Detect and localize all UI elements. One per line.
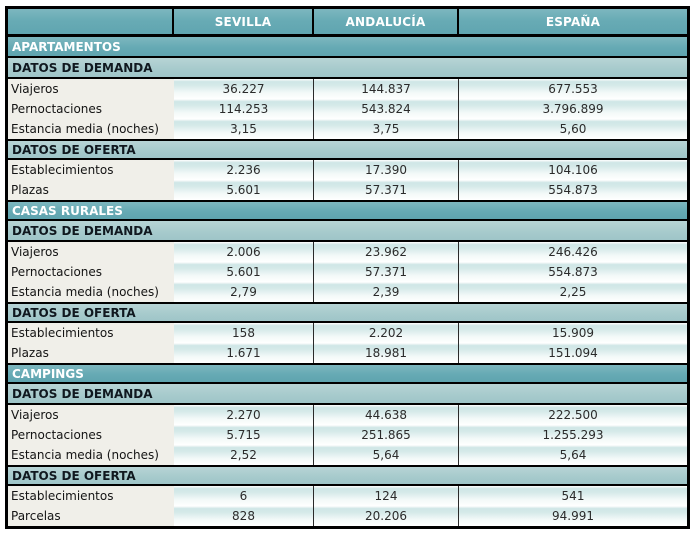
table-row: Estancia media (noches) 3,15 3,75 5,60 [8,119,687,139]
value-cell: 5.715 [174,425,314,445]
table-row: Parcelas 828 20.206 94.991 [8,506,687,526]
table-row: Establecimientos 6 124 541 [8,486,687,506]
value-cell: 2,79 [174,282,314,302]
value-cell: 18.981 [314,343,459,363]
section-header-casas-rurales: CASAS RURALES [8,200,687,221]
table-row: Estancia media (noches) 2,79 2,39 2,25 [8,282,687,302]
row-label: Viajeros [8,405,174,425]
value-cell: 246.426 [459,242,687,262]
value-cell: 5,64 [459,445,687,465]
row-label: Pernoctaciones [8,262,174,282]
value-cell: 1.671 [174,343,314,363]
value-cell: 104.106 [459,160,687,180]
value-cell: 3.796.899 [459,99,687,119]
table-row: Estancia media (noches) 2,52 5,64 5,64 [8,445,687,465]
value-cell: 36.227 [174,79,314,99]
table-row: Plazas 1.671 18.981 151.094 [8,343,687,363]
value-cell: 554.873 [459,180,687,200]
value-cell: 2.236 [174,160,314,180]
value-cell: 5.601 [174,180,314,200]
table-row: Establecimientos 158 2.202 15.909 [8,323,687,343]
group-header-oferta: DATOS DE OFERTA [8,302,687,323]
row-label: Viajeros [8,79,174,99]
table-row: Pernoctaciones 114.253 543.824 3.796.899 [8,99,687,119]
value-cell: 44.638 [314,405,459,425]
row-label: Establecimientos [8,160,174,180]
row-label: Establecimientos [8,323,174,343]
value-cell: 1.255.293 [459,425,687,445]
statistics-table: SEVILLA ANDALUCÍA ESPAÑA APARTAMENTOS DA… [5,6,690,529]
column-header-sevilla: SEVILLA [174,9,314,34]
value-cell: 144.837 [314,79,459,99]
row-label: Parcelas [8,506,174,526]
value-cell: 17.390 [314,160,459,180]
row-label: Viajeros [8,242,174,262]
corner-header-cell [8,9,174,34]
table-row: Pernoctaciones 5.715 251.865 1.255.293 [8,425,687,445]
column-header-espana: ESPAÑA [545,14,601,29]
value-cell: 114.253 [174,99,314,119]
value-cell: 94.991 [459,506,687,526]
value-cell: 5,64 [314,445,459,465]
value-cell: 2,25 [459,282,687,302]
value-cell: 541 [459,486,687,506]
row-label: Estancia media (noches) [8,445,174,465]
value-cell: 57.371 [314,262,459,282]
value-cell: 151.094 [459,343,687,363]
row-label: Establecimientos [8,486,174,506]
value-cell: 158 [174,323,314,343]
row-label: Estancia media (noches) [8,282,174,302]
value-cell: 6 [174,486,314,506]
group-header-demanda: DATOS DE DEMANDA [8,384,687,405]
section-header-apartamentos: APARTAMENTOS [8,37,687,58]
value-cell: 2.202 [314,323,459,343]
value-cell: 222.500 [459,405,687,425]
row-label: Estancia media (noches) [8,119,174,139]
value-cell: 20.206 [314,506,459,526]
row-label: Pernoctaciones [8,99,174,119]
group-header-oferta: DATOS DE OFERTA [8,139,687,160]
value-cell: 57.371 [314,180,459,200]
value-cell: 2.270 [174,405,314,425]
group-header-demanda: DATOS DE DEMANDA [8,58,687,79]
value-cell: 554.873 [459,262,687,282]
row-label: Plazas [8,180,174,200]
row-label: Pernoctaciones [8,425,174,445]
column-header-andalucia: ANDALUCÍA [314,9,459,34]
value-cell: 251.865 [314,425,459,445]
column-header-row: SEVILLA ANDALUCÍA ESPAÑA [8,9,687,37]
group-header-demanda: DATOS DE DEMANDA [8,221,687,242]
table-row: Establecimientos 2.236 17.390 104.106 [8,160,687,180]
value-cell: 124 [314,486,459,506]
value-cell: 543.824 [314,99,459,119]
table-row: Plazas 5.601 57.371 554.873 [8,180,687,200]
table-row: Pernoctaciones 5.601 57.371 554.873 [8,262,687,282]
value-cell: 677.553 [459,79,687,99]
table-row: Viajeros 36.227 144.837 677.553 [8,79,687,99]
section-header-campings: CAMPINGS [8,363,687,384]
value-cell: 2.006 [174,242,314,262]
value-cell: 3,15 [174,119,314,139]
value-cell: 23.962 [314,242,459,262]
value-cell: 15.909 [459,323,687,343]
table-row: Viajeros 2.270 44.638 222.500 [8,405,687,425]
value-cell: 2,39 [314,282,459,302]
row-label: Plazas [8,343,174,363]
value-cell: 5.601 [174,262,314,282]
group-header-oferta: DATOS DE OFERTA [8,465,687,486]
value-cell: 5,60 [459,119,687,139]
value-cell: 828 [174,506,314,526]
table-row: Viajeros 2.006 23.962 246.426 [8,242,687,262]
value-cell: 2,52 [174,445,314,465]
value-cell: 3,75 [314,119,459,139]
